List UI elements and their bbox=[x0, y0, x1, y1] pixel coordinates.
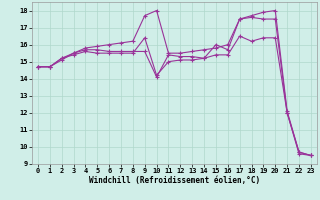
X-axis label: Windchill (Refroidissement éolien,°C): Windchill (Refroidissement éolien,°C) bbox=[89, 176, 260, 185]
